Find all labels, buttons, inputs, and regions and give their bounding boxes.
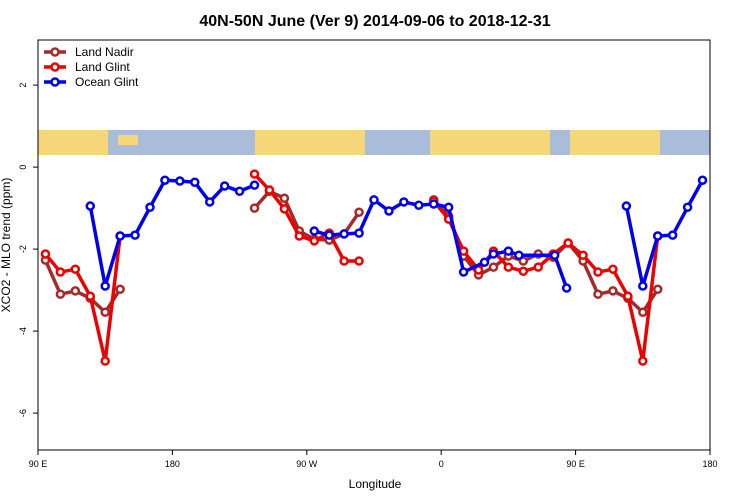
point — [55, 267, 66, 277]
point — [608, 264, 618, 274]
point — [682, 202, 693, 213]
point — [458, 267, 469, 277]
y-tick-label: 0 — [18, 165, 28, 170]
point — [249, 203, 260, 213]
point — [70, 286, 81, 296]
point — [638, 281, 648, 291]
point — [638, 307, 648, 317]
point — [518, 266, 529, 276]
point — [175, 176, 185, 186]
series-line — [44, 172, 660, 363]
x-tick-label: 90 W — [296, 459, 318, 469]
point — [309, 226, 320, 236]
legend-marker — [50, 77, 60, 87]
map-band — [38, 130, 710, 155]
point — [100, 281, 110, 291]
point — [130, 230, 140, 240]
point — [354, 256, 364, 266]
point — [549, 250, 560, 260]
point — [264, 185, 275, 195]
point — [85, 291, 96, 301]
point — [234, 186, 245, 197]
point — [593, 289, 603, 299]
point — [399, 197, 409, 207]
chart-title: 40N-50N June (Ver 9) 2014-09-06 to 2018-… — [199, 13, 550, 30]
point — [503, 246, 514, 256]
point — [219, 181, 230, 191]
point — [145, 202, 155, 213]
point — [667, 230, 678, 240]
legend-label: Ocean Glint — [75, 75, 139, 89]
y-tick-label: 2 — [18, 83, 28, 88]
point — [100, 307, 110, 317]
x-tick-label: 180 — [165, 459, 180, 469]
point — [354, 207, 364, 217]
x-axis-label: Longitude — [349, 477, 402, 491]
point — [697, 175, 708, 185]
point — [608, 286, 618, 296]
point — [115, 231, 125, 241]
point — [652, 231, 663, 241]
point — [621, 201, 632, 211]
point — [518, 256, 529, 266]
point — [339, 256, 349, 266]
legend-label: Land Glint — [75, 60, 130, 74]
point — [55, 289, 66, 299]
point — [190, 177, 200, 188]
point — [324, 230, 334, 240]
plot-frame — [37, 39, 711, 451]
point — [652, 284, 663, 295]
point — [369, 195, 379, 205]
point — [204, 197, 215, 207]
y-tick-label: -6 — [18, 409, 28, 417]
series-line — [43, 189, 660, 314]
point — [428, 199, 439, 209]
point — [561, 283, 572, 293]
point — [623, 291, 633, 301]
point — [339, 229, 349, 239]
x-tick-label: 90 E — [29, 459, 48, 469]
point — [414, 200, 424, 210]
y-axis-label: XCO2 - MLO trend (ppm) — [0, 178, 13, 313]
point — [443, 202, 454, 213]
point — [40, 249, 51, 259]
point — [309, 236, 320, 246]
point — [593, 267, 603, 277]
point — [514, 250, 524, 260]
point — [503, 262, 514, 272]
point — [100, 356, 110, 366]
y-tick-label: -2 — [18, 245, 28, 253]
point — [354, 228, 364, 238]
point — [563, 238, 573, 248]
point — [294, 231, 305, 241]
x-tick-label: 90 E — [566, 459, 585, 469]
point — [115, 284, 125, 295]
point — [70, 264, 81, 274]
legend-marker — [50, 62, 60, 72]
y-tick-label: -4 — [18, 327, 28, 335]
point — [479, 257, 490, 267]
x-tick-label: 0 — [439, 459, 444, 469]
point — [638, 356, 648, 366]
point — [533, 262, 544, 272]
point — [160, 175, 170, 185]
legend-marker — [50, 47, 60, 57]
point — [249, 169, 260, 179]
point — [458, 246, 469, 256]
x-tick-label: 180 — [702, 459, 717, 469]
point — [279, 204, 290, 214]
legend-label: Land Nadir — [75, 45, 134, 59]
point — [85, 201, 96, 211]
point — [578, 250, 588, 260]
point — [488, 262, 499, 272]
point — [279, 193, 290, 204]
point — [249, 180, 260, 190]
point — [384, 206, 394, 216]
point — [488, 249, 499, 259]
